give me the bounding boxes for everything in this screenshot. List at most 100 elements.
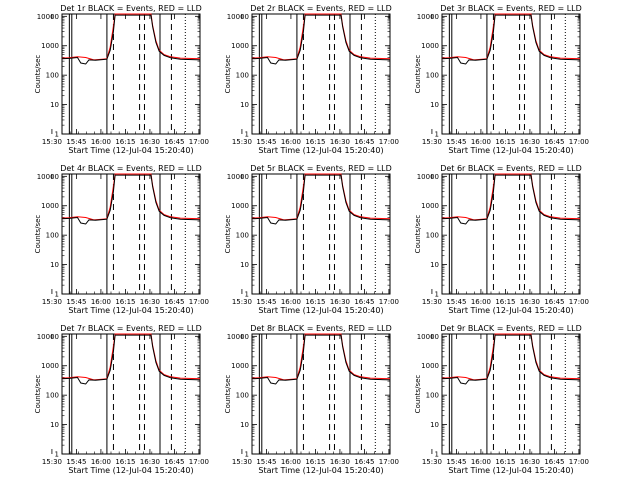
y-tick-label: 10 bbox=[50, 101, 59, 109]
y-axis-label: Counts/sec bbox=[414, 55, 422, 94]
panel-title: Det 1r BLACK = Events, RED = LLD bbox=[60, 4, 202, 13]
y-tick-label: 10 bbox=[240, 261, 249, 269]
x-tick-label: 16:00 bbox=[91, 138, 111, 146]
y-tick-label: 10 bbox=[430, 101, 439, 109]
series-lld bbox=[251, 173, 391, 221]
series-lld bbox=[441, 173, 581, 221]
x-tick-label: 17:00 bbox=[189, 298, 209, 306]
x-tick-label: 15:45 bbox=[256, 298, 276, 306]
series-events bbox=[251, 334, 391, 385]
y-axis-label: Counts/sec bbox=[224, 375, 232, 414]
y-tick-label: 1 bbox=[245, 451, 249, 459]
x-tick-label: 17:00 bbox=[569, 138, 589, 146]
x-tick-label: 17:00 bbox=[189, 138, 209, 146]
x-tick-label: 16:30 bbox=[520, 138, 540, 146]
y-tick-label: 1 bbox=[245, 131, 249, 139]
series-events bbox=[61, 14, 201, 65]
x-axis-label: Start Time (12-Jul-04 15:20:40) bbox=[68, 466, 193, 475]
series-lld bbox=[441, 333, 581, 381]
series-lld bbox=[441, 13, 581, 61]
x-tick-label: 15:30 bbox=[232, 298, 252, 306]
series-events bbox=[251, 174, 391, 225]
x-tick-label: 17:00 bbox=[379, 298, 399, 306]
panel-8: Det 8r BLACK = Events, RED = LLD 1 10 100 10… bbox=[224, 324, 399, 475]
y-axis-label: Counts/sec bbox=[414, 215, 422, 254]
x-tick-label: 16:15 bbox=[495, 138, 515, 146]
panel-title: Det 5r BLACK = Events, RED = LLD bbox=[250, 164, 392, 173]
y-tick-label: 1 bbox=[245, 291, 249, 299]
series-lld bbox=[251, 333, 391, 381]
plot-frame bbox=[61, 333, 201, 455]
y-tick-label: 1000 bbox=[421, 362, 439, 370]
x-axis-label: Start Time (12-Jul-04 15:20:40) bbox=[448, 466, 573, 475]
y-tick-label: 10000 bbox=[417, 333, 439, 341]
x-tick-label: 16:15 bbox=[305, 458, 325, 466]
x-tick-label: 16:45 bbox=[354, 138, 374, 146]
y-axis-label: Counts/sec bbox=[34, 375, 42, 414]
x-axis-label: Start Time (12-Jul-04 15:20:40) bbox=[448, 306, 573, 315]
x-tick-label: 16:30 bbox=[140, 298, 160, 306]
plot-frame bbox=[61, 13, 201, 135]
y-tick-label: 100 bbox=[236, 232, 249, 240]
x-axis-label: Start Time (12-Jul-04 15:20:40) bbox=[258, 146, 383, 155]
y-axis-label: Counts/sec bbox=[34, 215, 42, 254]
plot-frame bbox=[61, 173, 201, 295]
x-tick-label: 15:30 bbox=[42, 298, 62, 306]
x-tick-label: 16:30 bbox=[330, 298, 350, 306]
y-tick-label: 10000 bbox=[227, 333, 249, 341]
y-tick-label: 1000 bbox=[41, 42, 59, 50]
y-tick-label: 1 bbox=[435, 451, 439, 459]
x-tick-label: 16:00 bbox=[471, 458, 491, 466]
x-tick-label: 15:30 bbox=[422, 138, 442, 146]
y-tick-label: 1000 bbox=[231, 42, 249, 50]
x-tick-label: 16:00 bbox=[91, 298, 111, 306]
y-tick-label: 10000 bbox=[417, 173, 439, 181]
y-tick-label: 10 bbox=[430, 421, 439, 429]
x-tick-label: 15:30 bbox=[42, 138, 62, 146]
x-tick-label: 15:45 bbox=[66, 298, 86, 306]
x-tick-label: 16:45 bbox=[544, 298, 564, 306]
panel-title: Det 9r BLACK = Events, RED = LLD bbox=[440, 324, 582, 333]
x-tick-label: 16:00 bbox=[471, 298, 491, 306]
y-tick-label: 10 bbox=[50, 421, 59, 429]
y-tick-label: 100 bbox=[236, 72, 249, 80]
x-tick-label: 16:45 bbox=[164, 298, 184, 306]
series-events bbox=[251, 14, 391, 65]
x-tick-label: 17:00 bbox=[569, 298, 589, 306]
plot-frame bbox=[441, 13, 581, 135]
y-tick-label: 1 bbox=[55, 291, 59, 299]
x-tick-label: 17:00 bbox=[379, 138, 399, 146]
x-tick-label: 16:00 bbox=[471, 138, 491, 146]
x-tick-label: 16:45 bbox=[164, 458, 184, 466]
y-tick-label: 100 bbox=[46, 72, 59, 80]
panel-4: Det 4r BLACK = Events, RED = LLD 1 10 100 10… bbox=[34, 164, 209, 315]
x-tick-label: 15:30 bbox=[42, 458, 62, 466]
plot-frame bbox=[441, 333, 581, 455]
x-tick-label: 16:15 bbox=[115, 298, 135, 306]
x-tick-label: 16:45 bbox=[544, 458, 564, 466]
plot-frame bbox=[251, 13, 391, 135]
y-tick-label: 100 bbox=[46, 392, 59, 400]
x-tick-label: 16:45 bbox=[544, 138, 564, 146]
y-tick-label: 10000 bbox=[37, 333, 59, 341]
panel-title: Det 8r BLACK = Events, RED = LLD bbox=[250, 324, 392, 333]
y-tick-label: 10000 bbox=[227, 173, 249, 181]
x-tick-label: 15:30 bbox=[232, 458, 252, 466]
y-axis-label: Counts/sec bbox=[34, 55, 42, 94]
x-tick-label: 15:30 bbox=[422, 458, 442, 466]
y-tick-label: 10000 bbox=[37, 13, 59, 21]
series-lld bbox=[61, 173, 201, 221]
y-tick-label: 1 bbox=[435, 291, 439, 299]
panel-title: Det 7r BLACK = Events, RED = LLD bbox=[60, 324, 202, 333]
panel-9: Det 9r BLACK = Events, RED = LLD 1 10 100 10… bbox=[414, 324, 589, 475]
series-events bbox=[441, 174, 581, 225]
series-events bbox=[441, 14, 581, 65]
x-tick-label: 17:00 bbox=[189, 458, 209, 466]
x-tick-label: 16:30 bbox=[330, 458, 350, 466]
x-tick-label: 15:45 bbox=[446, 138, 466, 146]
y-tick-label: 1000 bbox=[231, 202, 249, 210]
x-tick-label: 16:15 bbox=[305, 298, 325, 306]
y-tick-label: 100 bbox=[426, 232, 439, 240]
y-tick-label: 1 bbox=[435, 131, 439, 139]
